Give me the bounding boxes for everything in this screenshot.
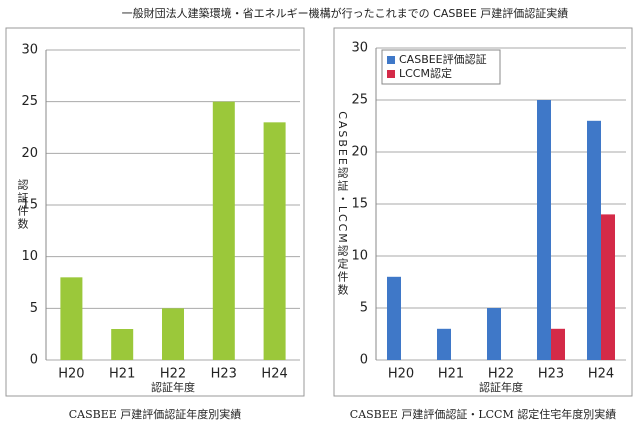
bar — [60, 277, 83, 360]
y-tick-label: 30 — [351, 41, 368, 56]
x-tick-label: H24 — [588, 367, 614, 382]
y-tick-label: 25 — [351, 93, 368, 108]
bar — [487, 308, 501, 360]
y-tick-label: 0 — [30, 353, 38, 368]
y-tick-label: 5 — [30, 301, 38, 316]
legend-box — [381, 49, 501, 85]
chart-caption: CASBEE 戸建評価認証・LCCM 認定住宅年度別実績 — [350, 407, 616, 421]
y-tick-label: 5 — [360, 301, 368, 316]
x-tick-label: H22 — [488, 367, 514, 382]
chart-frame — [333, 27, 633, 397]
bar — [263, 122, 286, 360]
x-tick-label: H23 — [211, 367, 237, 382]
x-tick-label: H20 — [58, 367, 84, 382]
bar — [437, 328, 451, 360]
x-axis-label: 認証年度 — [479, 380, 523, 394]
bar — [587, 120, 601, 360]
page-heading: 一般財団法人建築環境・省エネルギー機構が行ったこれまでの CASBEE 戸建評価… — [122, 6, 569, 20]
y-tick-label: 15 — [351, 197, 368, 212]
y-axis-label: 認証件数 — [16, 178, 29, 231]
y-tick-label: 25 — [21, 94, 38, 109]
x-tick-label: H23 — [538, 367, 564, 382]
y-tick-label: 10 — [351, 249, 368, 264]
chart-frame — [5, 27, 305, 397]
bar — [212, 101, 235, 361]
bar — [551, 328, 565, 360]
y-tick-label: 0 — [360, 353, 368, 368]
chart-caption: CASBEE 戸建評価認証年度別実績 — [69, 407, 242, 421]
y-tick-label: 20 — [21, 146, 38, 161]
bar — [111, 329, 134, 360]
y-tick-label: 20 — [351, 145, 368, 160]
x-axis-label: 認証年度 — [151, 380, 195, 394]
x-tick-label: H21 — [438, 367, 464, 382]
bar — [537, 100, 551, 360]
y-tick-label: 10 — [21, 249, 38, 264]
bar — [601, 214, 615, 360]
legend-swatch — [387, 70, 395, 78]
y-tick-label: 15 — [21, 198, 38, 213]
y-axis-label: CASBEE認証・LCCM認定件数 — [336, 111, 349, 297]
x-tick-label: H21 — [109, 367, 135, 382]
y-tick-label: 30 — [21, 43, 38, 58]
legend-swatch — [387, 56, 395, 64]
bar — [162, 308, 184, 360]
x-tick-label: H22 — [160, 367, 186, 382]
legend-label: CASBEE評価認証 — [399, 52, 487, 66]
legend-label: LCCM認定 — [399, 66, 452, 80]
x-tick-label: H24 — [261, 367, 287, 382]
bar — [387, 276, 401, 360]
x-tick-label: H20 — [388, 367, 414, 382]
